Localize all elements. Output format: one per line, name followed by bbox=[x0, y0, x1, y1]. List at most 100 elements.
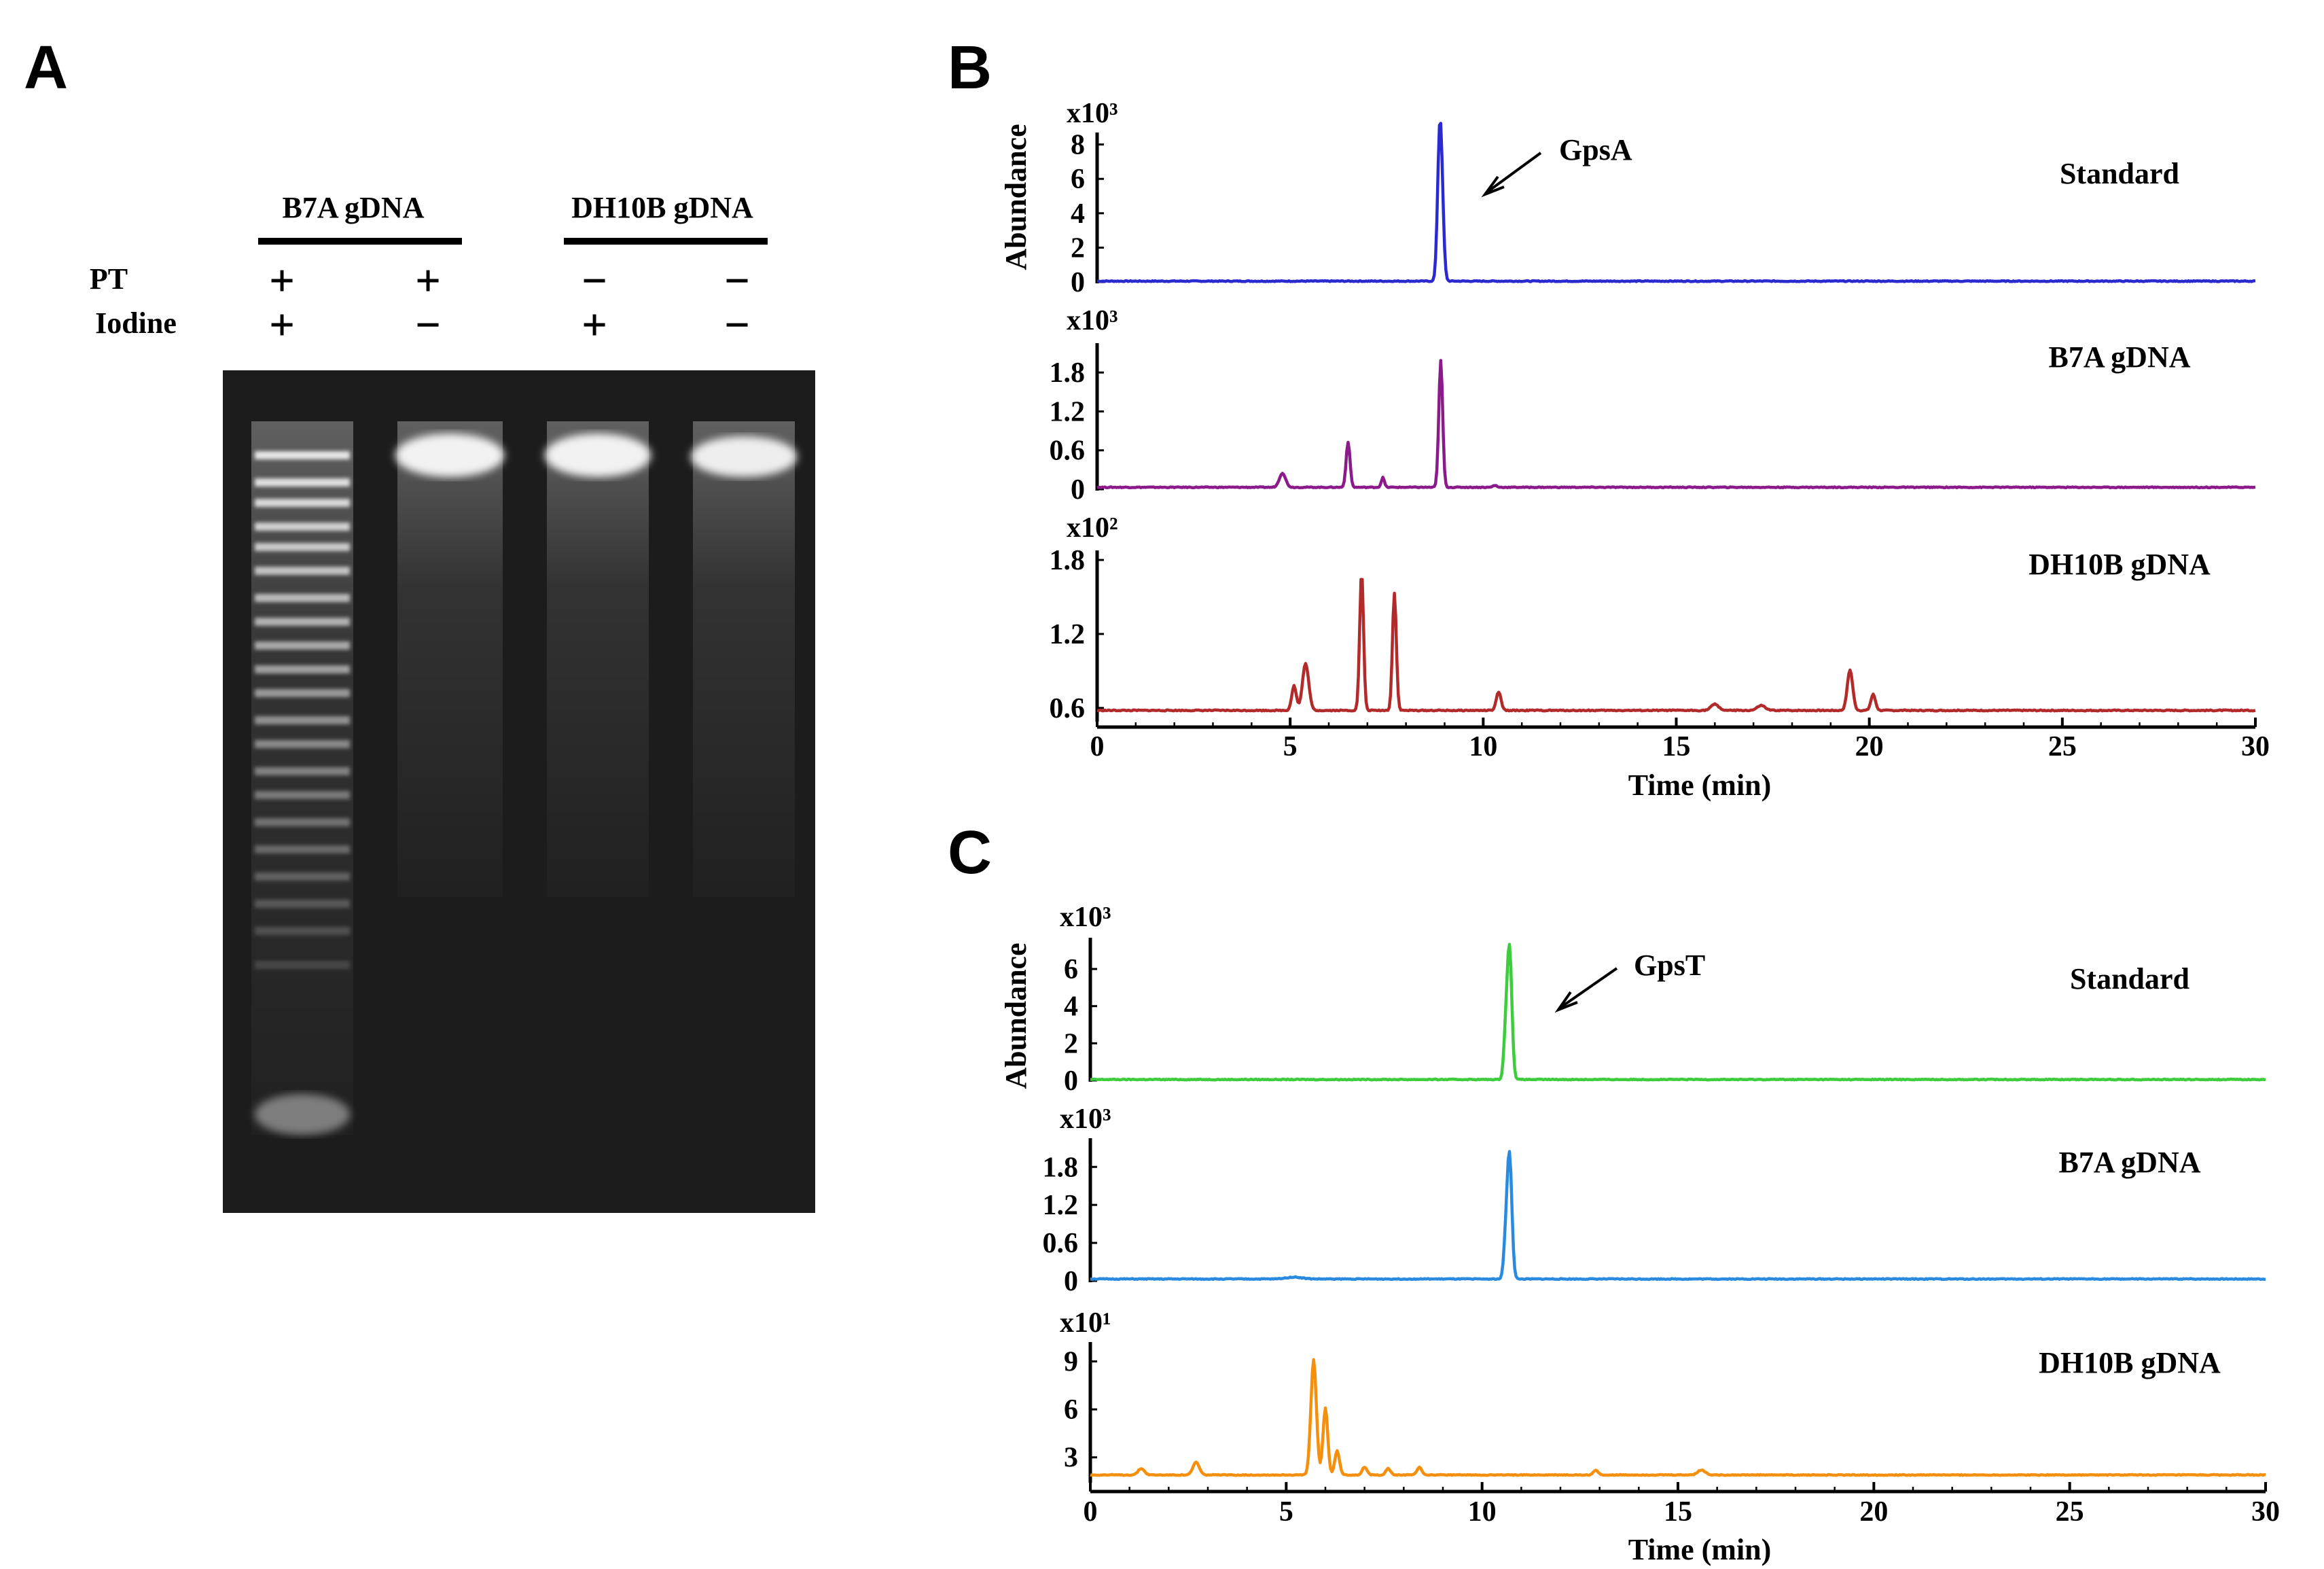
x-tick-label: 15 bbox=[1664, 1496, 1692, 1528]
chart-b: Abundance Time (min) GpsA x10³02468Stand… bbox=[999, 98, 2270, 802]
gel-ladder-band bbox=[255, 665, 350, 673]
y-tick-label: 9 bbox=[1064, 1347, 1078, 1378]
gel-main-band-3 bbox=[545, 434, 651, 477]
x-axis-label-c: Time (min) bbox=[1628, 1533, 1772, 1566]
gel-lane-4 bbox=[693, 421, 795, 897]
x-tick-label: 20 bbox=[1859, 1496, 1888, 1528]
gel-ladder-band bbox=[255, 927, 350, 935]
gel-ladder-band bbox=[255, 689, 350, 697]
panel-letter-b: B bbox=[948, 34, 992, 102]
y-tick-label: 2 bbox=[1071, 232, 1085, 264]
x-tick-label: 25 bbox=[2048, 731, 2077, 762]
gel-lane-1 bbox=[251, 421, 353, 1135]
annotation-arrowhead-gpsa bbox=[1481, 175, 1505, 198]
y-tick-label: 8 bbox=[1071, 130, 1085, 161]
iodine-sign-4: − bbox=[725, 300, 749, 348]
gel-ladder-band bbox=[255, 451, 350, 459]
trace-line-standard bbox=[1090, 942, 2266, 1082]
y-tick-label: 1.2 bbox=[1043, 1190, 1079, 1221]
y-tick-label: 0 bbox=[1064, 1065, 1078, 1097]
y-tick-label: 0 bbox=[1071, 267, 1085, 298]
gel-ladder-band bbox=[255, 961, 350, 969]
y-tick-label: 0 bbox=[1064, 1266, 1078, 1297]
group-label-dh10b: DH10B gDNA bbox=[571, 191, 753, 224]
row-label-iodine: Iodine bbox=[95, 306, 177, 340]
gel-ladder-band bbox=[255, 567, 350, 575]
x-tick-label: 30 bbox=[2241, 731, 2270, 762]
pt-sign-2: + bbox=[416, 256, 440, 304]
gel-lane-3 bbox=[547, 421, 649, 897]
y-tick-label: 1.8 bbox=[1050, 357, 1086, 389]
y-tick-label: 0.6 bbox=[1050, 436, 1086, 467]
y-tick-label: 1.8 bbox=[1050, 545, 1086, 576]
trace-label: DH10B gDNA bbox=[2039, 1346, 2221, 1379]
x-tick-label: 10 bbox=[1469, 731, 1497, 762]
gel-ladder-band bbox=[255, 523, 350, 531]
row-label-pt: PT bbox=[90, 262, 128, 296]
y-axis-label-c: Abundance bbox=[999, 942, 1033, 1089]
group-bar-b7a bbox=[258, 238, 462, 245]
y-tick-label: 2 bbox=[1064, 1028, 1078, 1059]
y-axis-label-b: Abundance bbox=[999, 124, 1033, 270]
group-label-b7a: B7A gDNA bbox=[282, 191, 424, 224]
y-tick-label: 4 bbox=[1071, 198, 1085, 230]
trace-label: B7A gDNA bbox=[2048, 340, 2190, 374]
trace-label: B7A gDNA bbox=[2058, 1146, 2200, 1179]
trace-line-dh10b-gdna bbox=[1090, 1358, 2266, 1477]
y-multiplier: x10² bbox=[1067, 512, 1118, 544]
iodine-sign-3: + bbox=[582, 300, 607, 348]
panel-letter-a: A bbox=[24, 34, 68, 102]
gel-header: B7A gDNA DH10B gDNA PT Iodine + + − − + … bbox=[90, 191, 768, 348]
annotation-arrow-gpsa bbox=[1486, 152, 1542, 193]
trace-line-b7a-gdna bbox=[1096, 359, 2256, 490]
y-tick-label: 6 bbox=[1064, 1394, 1078, 1426]
annotation-gpsa: GpsA bbox=[1559, 133, 1632, 166]
gel-lane-1-bands bbox=[255, 451, 350, 969]
gel-ladder-band bbox=[255, 499, 350, 507]
gel-main-band-4 bbox=[691, 436, 797, 477]
gel-ladder-band bbox=[255, 872, 350, 881]
y-tick-label: 6 bbox=[1071, 164, 1085, 195]
group-bar-dh10b bbox=[564, 238, 768, 245]
x-tick-label: 0 bbox=[1090, 731, 1105, 762]
x-tick-label: 0 bbox=[1084, 1496, 1098, 1528]
gel-main-band-2 bbox=[395, 434, 504, 477]
y-multiplier: x10³ bbox=[1060, 902, 1111, 933]
chart-c: Abundance Time (min) GpsT x10³ 0 2 4 6 Standa… bbox=[999, 902, 2280, 1566]
x-tick-label: 5 bbox=[1283, 731, 1298, 762]
gel-ladder-band bbox=[255, 767, 350, 775]
y-multiplier: x10¹ bbox=[1060, 1307, 1111, 1339]
pt-sign-3: − bbox=[582, 256, 607, 304]
iodine-sign-2: − bbox=[416, 300, 440, 348]
gel-image bbox=[223, 370, 815, 1213]
gel-ladder-band bbox=[255, 791, 350, 799]
y-tick-label: 4 bbox=[1064, 991, 1078, 1023]
gel-ladder-band bbox=[255, 845, 350, 853]
x-tick-label: 30 bbox=[2251, 1496, 2280, 1528]
y-multiplier: x10³ bbox=[1067, 98, 1118, 129]
y-tick-label: 0.6 bbox=[1043, 1228, 1079, 1259]
y-tick-label: 1.8 bbox=[1043, 1152, 1079, 1183]
pt-sign-1: + bbox=[270, 256, 294, 304]
annotation-arrowhead-gpst bbox=[1554, 991, 1578, 1013]
gel-ladder-band bbox=[255, 641, 350, 650]
y-tick-label: 0.6 bbox=[1050, 693, 1086, 724]
panel-letter-c: C bbox=[948, 819, 992, 887]
gel-ladder-band bbox=[255, 818, 350, 826]
trace-label: Standard bbox=[2070, 962, 2189, 995]
y-multiplier: x10³ bbox=[1067, 305, 1118, 336]
y-tick-label: 1.2 bbox=[1050, 619, 1086, 650]
y-tick-label: 1.2 bbox=[1050, 396, 1086, 427]
x-tick-label: 20 bbox=[1855, 731, 1884, 762]
trace-label: DH10B gDNA bbox=[2028, 548, 2211, 581]
y-tick-label: 3 bbox=[1064, 1443, 1078, 1474]
y-multiplier: x10³ bbox=[1060, 1104, 1111, 1135]
trace-line-dh10b-gdna bbox=[1096, 578, 2256, 713]
gel-ladder-band bbox=[255, 543, 350, 551]
gel-ladder-band bbox=[255, 618, 350, 626]
gel-band-bottom-1 bbox=[255, 1094, 350, 1135]
trace-label: Standard bbox=[2060, 157, 2179, 190]
x-tick-label: 10 bbox=[1468, 1496, 1497, 1528]
annotation-arrow-gpst bbox=[1560, 967, 1618, 1008]
